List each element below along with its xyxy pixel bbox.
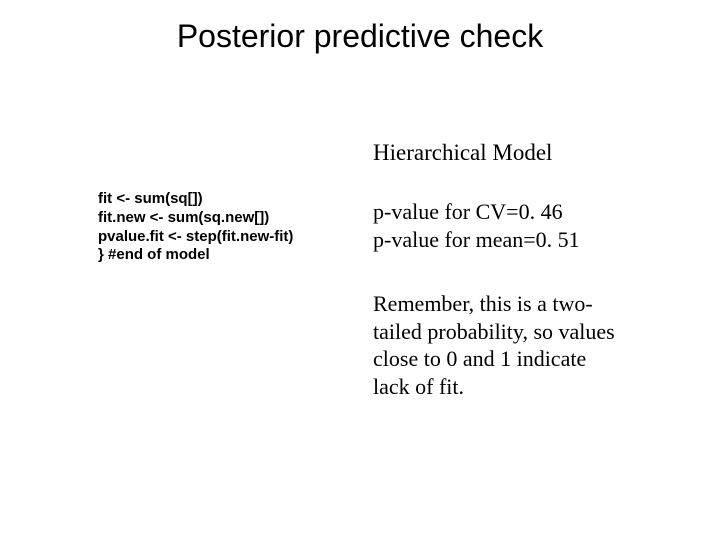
code-line-3: pvalue.fit <- step(fit.new-fit)	[98, 228, 293, 245]
code-block: fit <- sum(sq[]) fit.new <- sum(sq.new[]…	[98, 190, 293, 265]
code-line-4: } #end of model	[98, 246, 210, 263]
pvalues-block: p-value for CV=0. 46 p-value for mean=0.…	[373, 198, 580, 253]
slide: Posterior predictive check fit <- sum(sq…	[0, 0, 720, 540]
code-line-1: fit <- sum(sq[])	[98, 190, 203, 207]
pvalue-mean: p-value for mean=0. 51	[373, 226, 580, 254]
remember-text: Remember, this is a two-tailed probabili…	[373, 290, 628, 400]
pvalue-cv: p-value for CV=0. 46	[373, 198, 580, 226]
subtitle: Hierarchical Model	[373, 140, 552, 166]
slide-title: Posterior predictive check	[0, 18, 720, 55]
code-line-2: fit.new <- sum(sq.new[])	[98, 209, 269, 226]
